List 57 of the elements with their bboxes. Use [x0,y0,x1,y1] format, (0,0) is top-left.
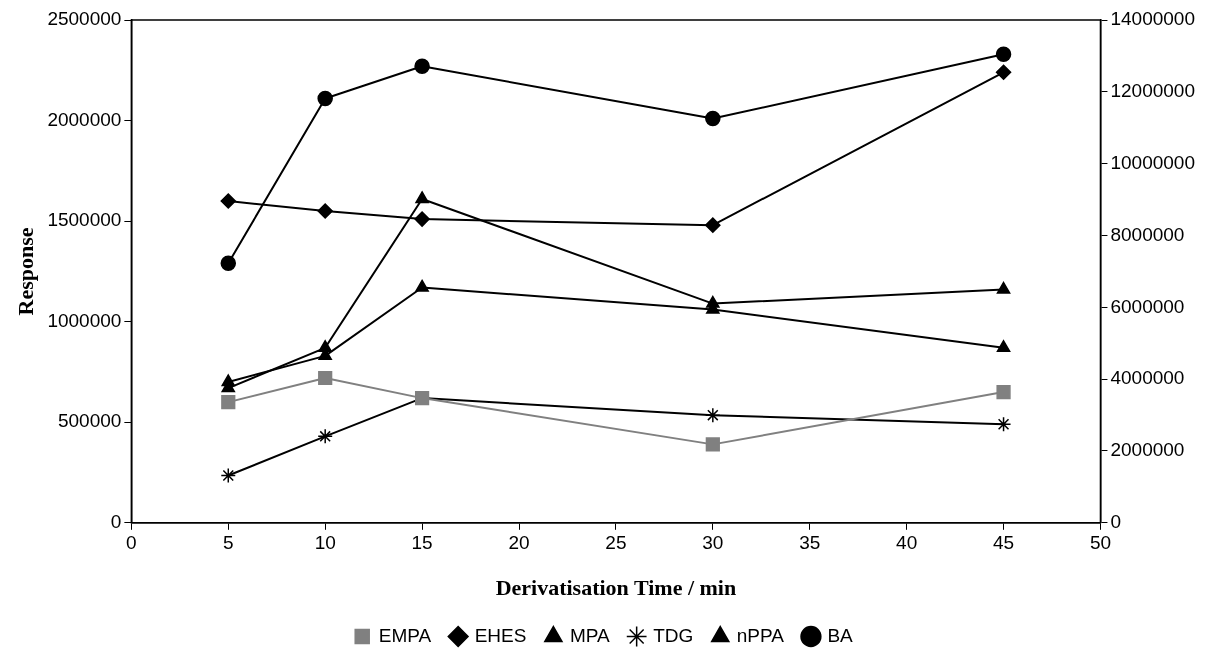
point [414,58,430,75]
point [705,437,720,452]
point [705,407,721,423]
point [996,384,1011,400]
legend-label: nPPA [736,624,785,646]
point [220,255,237,272]
y2-tick-label: 14000000 [1110,8,1196,30]
point [415,279,429,292]
point [995,416,1012,432]
x-tick-label: 40 [896,532,918,554]
x-tick-label: 30 [702,532,724,554]
point [706,295,720,308]
x-tick-label: 15 [411,532,433,554]
y-tick-label: 2500000 [47,8,122,30]
legend-label: MPA [569,624,610,646]
y2-tick-label: 8000000 [1110,223,1185,245]
y2-tick-label: 10000000 [1110,151,1196,173]
point [317,428,333,445]
point [318,340,332,353]
legend-label: EHES [474,624,527,646]
point [221,395,236,410]
legend-label: BA [827,624,854,646]
point [317,203,333,219]
x-tick-label: 50 [1089,532,1112,554]
point [705,110,721,127]
legend-label: TDG [653,624,694,646]
x-tick-label: 5 [222,532,234,554]
y2-tick-label: 0 [1110,511,1122,533]
x-tick-label: 25 [605,532,627,554]
y-tick-label: 0 [110,511,122,533]
point [220,193,237,209]
point [220,467,237,484]
x-tick-label: 35 [799,532,821,554]
y2-tick-label: 6000000 [1110,295,1185,317]
y2-tick-label: 2000000 [1110,439,1185,461]
point [317,90,333,107]
y-tick-label: 1000000 [47,309,122,331]
x-tick-label: 0 [126,532,137,554]
x-axis-title: Derivatisation Time / min [495,575,737,601]
point [996,281,1011,294]
point [995,64,1012,81]
legend-label: EMPA [378,624,432,646]
point [995,46,1012,62]
x-tick-label: 45 [992,532,1015,554]
y2-tick-label: 12000000 [1110,80,1196,102]
point [318,370,333,386]
y-axis-title: Response [12,227,38,316]
point [415,191,429,204]
y2-tick-label: 4000000 [1110,367,1185,389]
point [705,217,721,233]
x-tick-label: 20 [508,532,530,554]
y-tick-label: 1500000 [47,209,122,231]
x-tick-label: 10 [314,532,336,554]
point [996,340,1011,353]
y-tick-label: 2000000 [47,108,122,130]
y-tick-label: 500000 [57,410,122,432]
point [414,211,430,227]
